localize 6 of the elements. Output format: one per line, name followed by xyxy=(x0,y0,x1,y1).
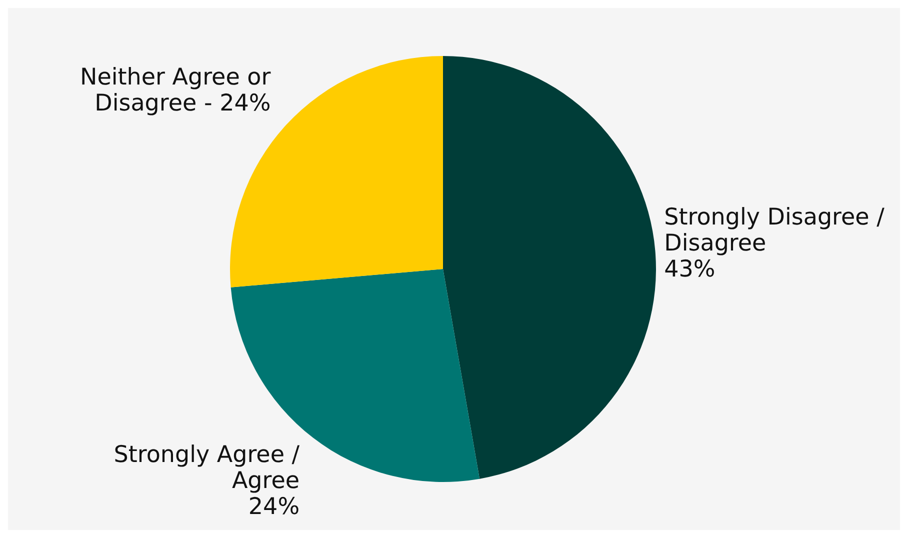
slice-label: Neither Agree or Disagree - 24% xyxy=(80,64,272,117)
data-label: 24% xyxy=(248,494,300,520)
slice-label: Strongly Agree / Agree xyxy=(114,442,300,494)
data-label: 43% xyxy=(664,256,716,282)
slice-label: Strongly Disagree / Disagree xyxy=(664,204,885,256)
pie-slice xyxy=(443,56,656,479)
